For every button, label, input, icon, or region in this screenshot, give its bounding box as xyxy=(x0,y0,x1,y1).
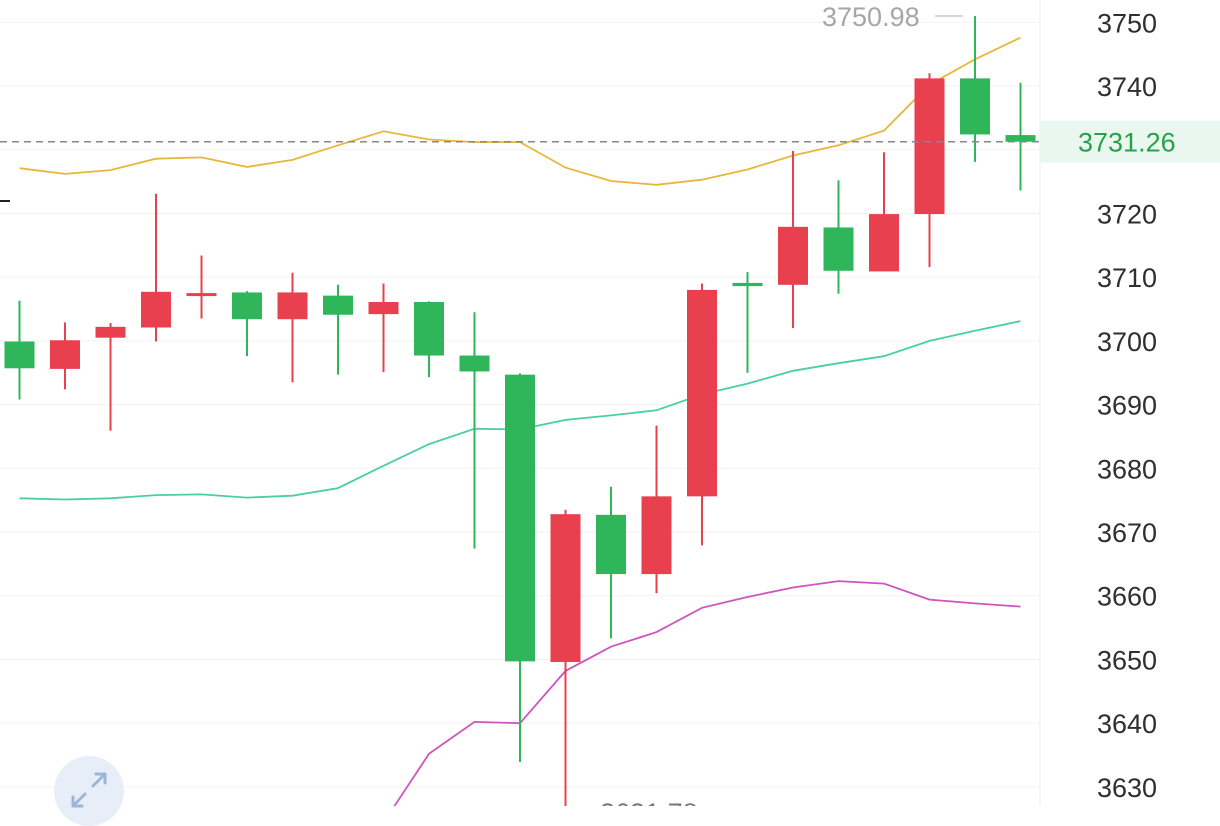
candle xyxy=(778,151,808,329)
candle xyxy=(368,283,399,373)
candle-body xyxy=(414,302,444,356)
candle xyxy=(277,272,308,383)
candle xyxy=(641,425,672,594)
candle-body xyxy=(141,291,171,328)
candle xyxy=(323,284,353,375)
y-tick-label: 3640 xyxy=(1097,709,1157,739)
candle xyxy=(914,73,945,267)
candles xyxy=(4,16,1036,806)
candle xyxy=(823,180,854,294)
y-tick-label: 3750 xyxy=(1097,8,1157,38)
candle-body xyxy=(368,302,399,315)
candle xyxy=(505,373,535,763)
expand-button[interactable] xyxy=(54,756,124,826)
y-tick-label: 3740 xyxy=(1097,72,1157,102)
candle xyxy=(414,301,444,378)
candle xyxy=(4,300,35,400)
bollinger-lower-line xyxy=(393,580,1021,806)
candle-body xyxy=(323,295,353,315)
y-tick-label: 3680 xyxy=(1097,454,1157,484)
candle xyxy=(186,255,217,319)
candle xyxy=(869,152,899,272)
candle xyxy=(732,272,763,373)
candle-body xyxy=(732,282,763,287)
candle-body xyxy=(1005,135,1036,142)
candle-body xyxy=(505,374,535,662)
candle-body xyxy=(914,78,945,215)
candle-body xyxy=(186,293,217,297)
expand-arrows-icon xyxy=(71,772,107,808)
y-tick-label: 3630 xyxy=(1097,773,1157,803)
y-tick-label: 3650 xyxy=(1097,645,1157,675)
candle-body xyxy=(823,227,854,271)
candle-body xyxy=(596,514,626,575)
candle xyxy=(960,16,990,162)
bollinger-upper-line xyxy=(19,36,1021,186)
candle xyxy=(596,486,626,639)
y-tick-label: 3670 xyxy=(1097,518,1157,548)
y-tick-label: 3660 xyxy=(1097,582,1157,612)
candle-body xyxy=(232,292,262,320)
candle xyxy=(459,312,490,549)
candle-body xyxy=(641,496,672,575)
candle-body xyxy=(778,226,808,285)
candle xyxy=(687,283,717,546)
y-tick-label: 3690 xyxy=(1097,391,1157,421)
candlestick-chart: 3630 3640 3650 3660 3670 3680 3690 3700 3710 3720… xyxy=(0,0,1220,806)
candle xyxy=(550,509,581,806)
candle-body xyxy=(869,214,899,272)
current-price-label: 3731.26 xyxy=(1078,128,1176,158)
candle-body xyxy=(459,355,490,372)
candle xyxy=(1005,82,1036,191)
candle xyxy=(50,322,80,390)
y-tick-label: 3720 xyxy=(1097,199,1157,229)
y-tick-label: 3700 xyxy=(1097,327,1157,357)
candle-body xyxy=(4,341,35,369)
candle-body xyxy=(687,289,717,497)
max-price-label: 3750.98 xyxy=(822,2,920,32)
candle-body xyxy=(550,514,581,663)
current-price-label-background xyxy=(1040,120,1220,163)
y-tick-label: 3710 xyxy=(1097,263,1157,293)
candle-body xyxy=(960,78,990,135)
candle-body xyxy=(95,326,126,338)
min-price-label: 3631.78 xyxy=(600,798,698,806)
candle-body xyxy=(50,340,80,369)
candle xyxy=(232,291,262,357)
candle xyxy=(141,193,171,342)
candle xyxy=(95,323,126,431)
candle-body xyxy=(277,292,308,320)
